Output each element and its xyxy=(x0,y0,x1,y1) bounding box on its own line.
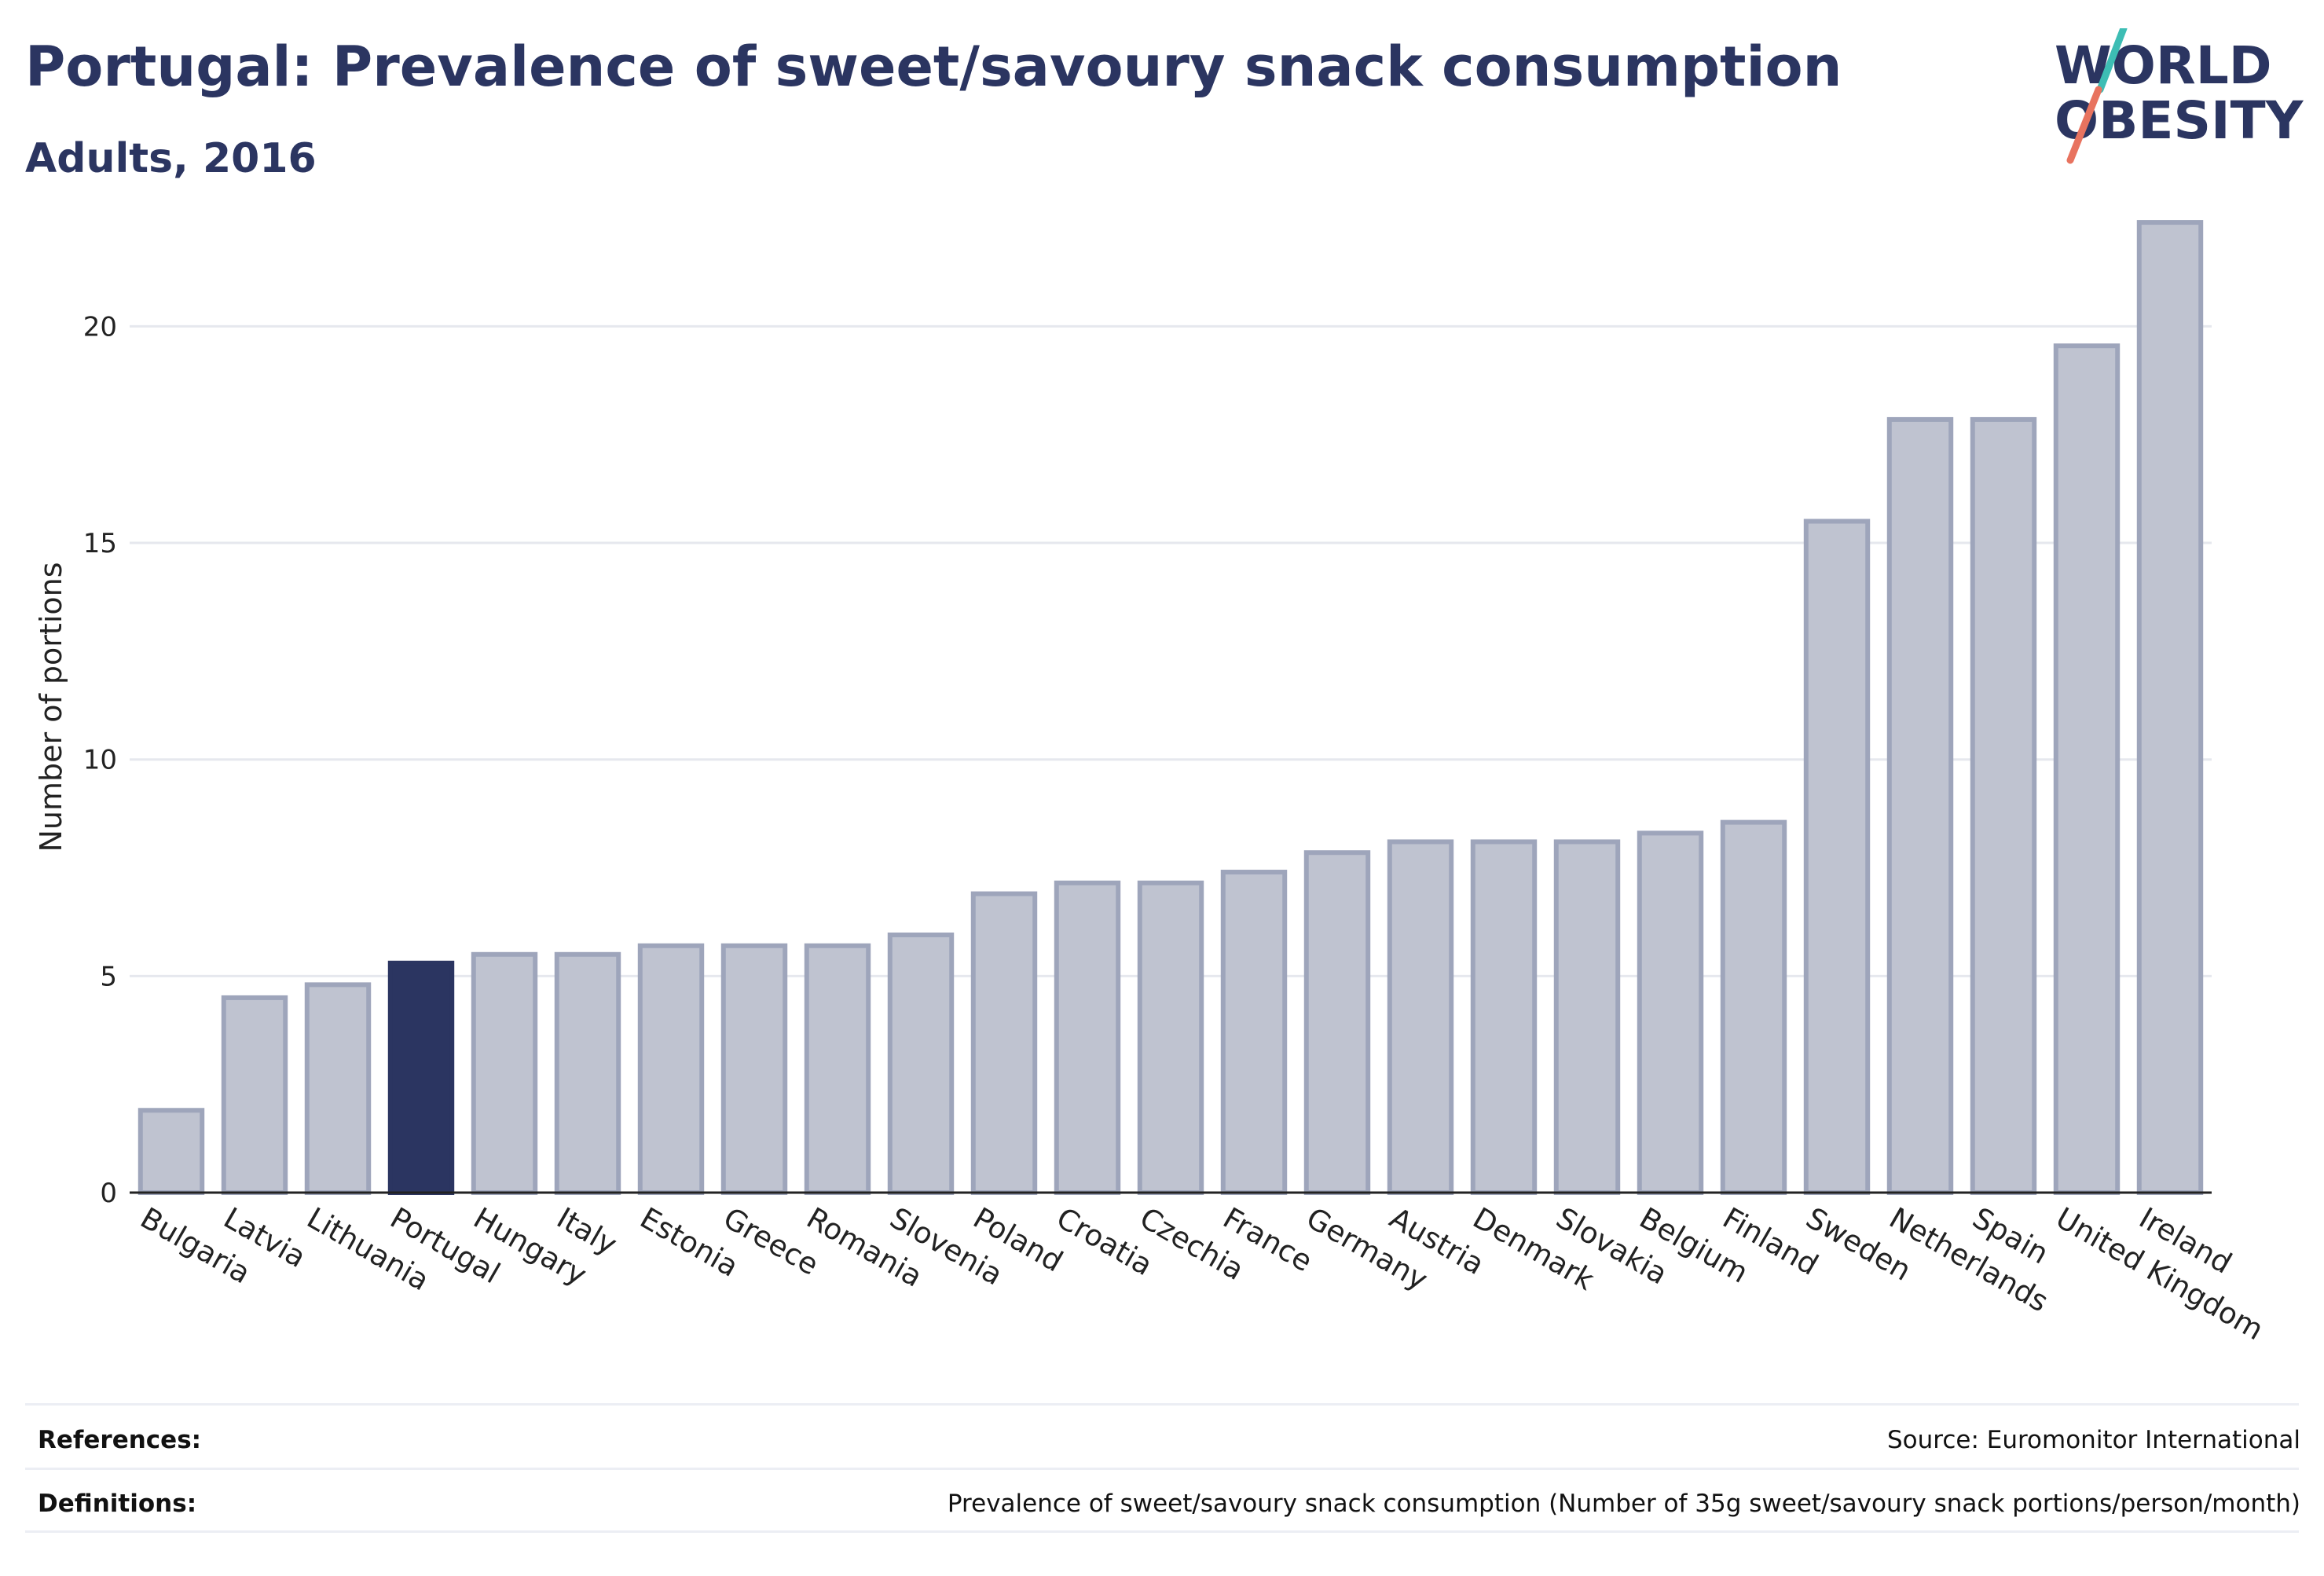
definitions-value: Prevalence of sweet/savoury snack consum… xyxy=(947,1490,2300,1518)
bar-austria xyxy=(1387,839,1454,1195)
y-axis-label: Number of portions xyxy=(34,562,68,852)
bar-france xyxy=(1220,870,1288,1195)
logo-slash-teal xyxy=(2096,24,2128,93)
bar-slovakia xyxy=(1553,839,1621,1195)
footer-divider-middle xyxy=(25,1468,2299,1470)
bar-netherlands xyxy=(1886,416,1954,1195)
bar-greece xyxy=(720,943,788,1195)
bar-spain xyxy=(1970,416,2037,1195)
bar-united-kingdom xyxy=(2053,343,2121,1196)
bar-portugal xyxy=(387,960,455,1196)
references-label: References: xyxy=(38,1426,202,1454)
definitions-label: Definitions: xyxy=(38,1490,197,1518)
bar-sweden xyxy=(1803,519,1871,1195)
chart-subtitle: Adults, 2016 xyxy=(25,135,317,182)
y-tick-label-0: 0 xyxy=(100,1178,117,1209)
y-axis-ticks: 0 5 10 15 20 xyxy=(83,311,117,1209)
bar-croatia xyxy=(1054,880,1121,1195)
bar-czechia xyxy=(1137,880,1204,1195)
bar-germany xyxy=(1303,850,1371,1195)
y-tick-label-15: 15 xyxy=(83,528,117,559)
y-tick-label-10: 10 xyxy=(83,745,117,776)
y-tick-label-5: 5 xyxy=(100,961,117,992)
chart-title: Portugal: Prevalence of sweet/savoury sn… xyxy=(25,35,1842,99)
bar-italy xyxy=(554,951,621,1195)
x-axis-ticks: BulgariaLatviaLithuaniaPortugalHungaryIt… xyxy=(135,1201,2270,1347)
world-obesity-logo: WORLD OBESITY xyxy=(2055,24,2314,170)
bar-denmark xyxy=(1470,839,1538,1195)
bars xyxy=(137,220,2204,1196)
references-value: Source: Euromonitor International xyxy=(1886,1426,2300,1454)
bar-romania xyxy=(804,943,871,1195)
logo-slash-coral xyxy=(2066,86,2102,164)
bar-estonia xyxy=(637,943,705,1195)
bar-bulgaria xyxy=(137,1108,205,1196)
bar-ireland xyxy=(2136,220,2204,1195)
bar-lithuania xyxy=(304,982,372,1195)
footer-divider-bottom xyxy=(25,1530,2299,1533)
bar-latvia xyxy=(221,995,288,1196)
bar-chart: 0 5 10 15 20 BulgariaLatviaLithuaniaPortugal… xyxy=(34,220,2270,1347)
logo-word-world: WORLD xyxy=(2055,35,2272,96)
footer-divider-top xyxy=(25,1403,2299,1406)
bar-belgium xyxy=(1637,830,1704,1195)
bar-slovenia xyxy=(887,932,955,1195)
x-tick-label-croatia: Croatia xyxy=(1051,1201,1159,1283)
world-obesity-logo-svg: WORLD OBESITY xyxy=(2055,24,2304,164)
y-tick-label-20: 20 xyxy=(83,311,117,343)
bar-finland xyxy=(1720,819,1787,1195)
bar-hungary xyxy=(471,951,538,1195)
bar-poland xyxy=(970,891,1038,1195)
